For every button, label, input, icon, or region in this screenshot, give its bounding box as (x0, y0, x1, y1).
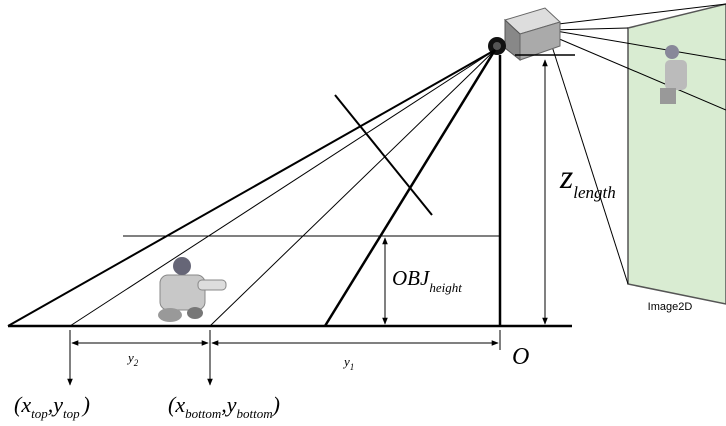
var: x (174, 392, 185, 417)
z-length-label: zlength (559, 159, 616, 202)
sub: 2 (134, 358, 139, 368)
paren: ( (14, 392, 23, 417)
camera (488, 7, 561, 62)
var: y (225, 392, 237, 417)
top-coord-label: (xtop,ytop) (14, 392, 90, 421)
base: y (126, 350, 134, 365)
sub: 1 (350, 362, 355, 372)
base: z (559, 159, 573, 196)
bottom-coord-label: (xbottom,ybottom) (168, 392, 280, 421)
base: y (342, 354, 350, 369)
sub: top (31, 406, 48, 421)
var: x (20, 392, 31, 417)
robot (158, 257, 227, 322)
sub: bottom (236, 406, 272, 421)
sub: height (429, 280, 462, 295)
sub: length (573, 183, 616, 202)
comma: , (48, 392, 54, 417)
view-rays (549, 3, 726, 285)
paren: ( (168, 392, 177, 417)
origin-label: O (512, 344, 529, 370)
var: y (51, 392, 63, 417)
geometry (7, 49, 575, 386)
base: OBJ (392, 266, 431, 290)
y2-label: y2 (126, 350, 139, 368)
paren: ) (81, 392, 90, 417)
comma: , (221, 392, 227, 417)
obj-height-label: OBJheight (392, 266, 462, 295)
image-label: Image2D (648, 301, 693, 313)
sub: bottom (185, 406, 221, 421)
y1-label: y1 (342, 354, 354, 372)
robot-image (660, 45, 687, 104)
sub: top (63, 406, 80, 421)
paren: ) (271, 392, 280, 417)
